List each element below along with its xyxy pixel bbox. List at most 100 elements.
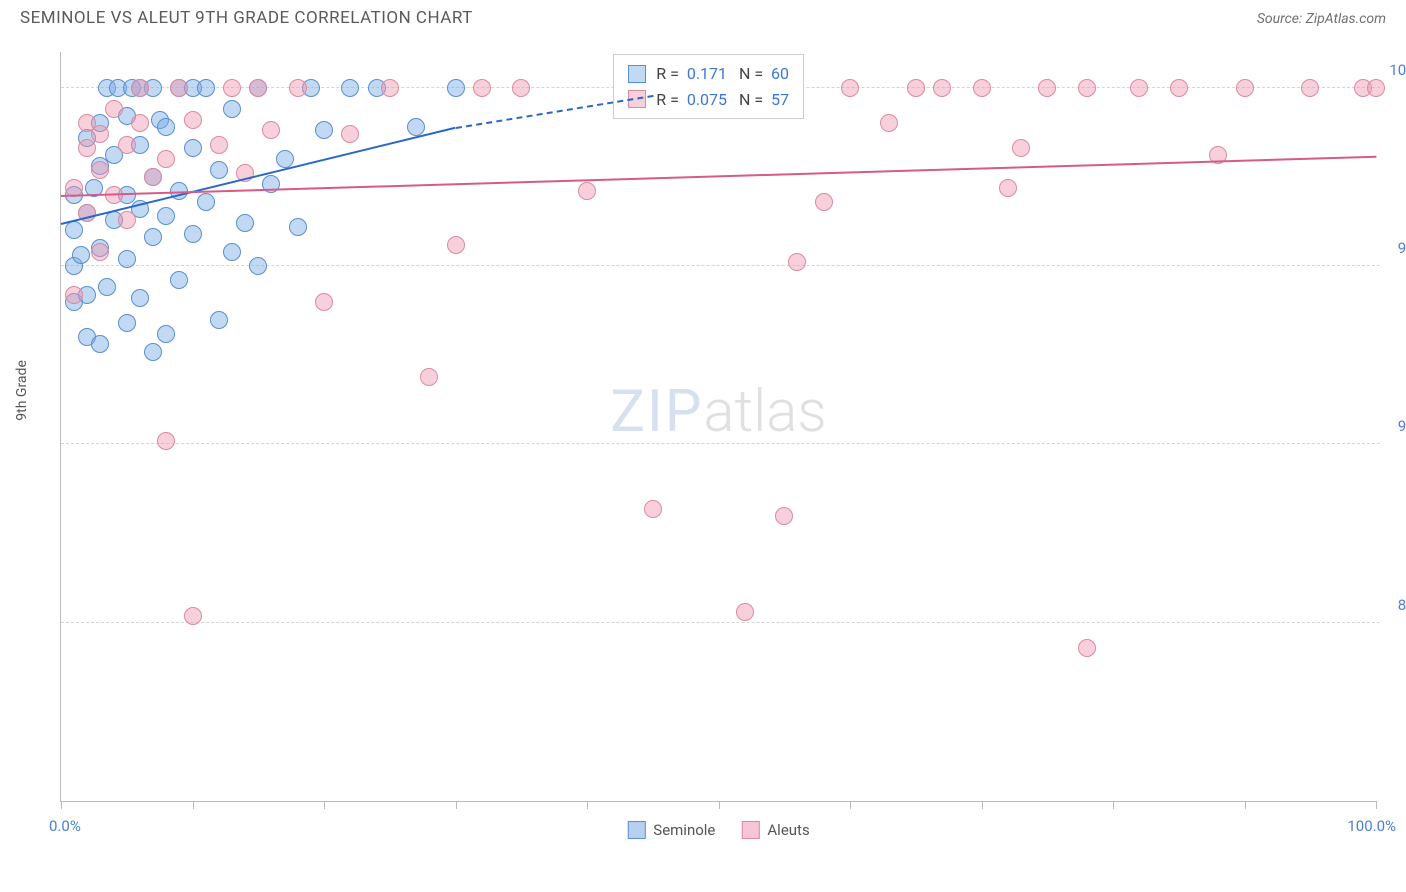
data-point	[223, 243, 241, 261]
header: SEMINOLE VS ALEUT 9TH GRADE CORRELATION …	[0, 0, 1406, 34]
data-point	[289, 218, 307, 236]
data-point	[184, 139, 202, 157]
legend-label: Seminole	[653, 821, 715, 839]
x-tick	[324, 801, 325, 809]
watermark: ZIPatlas	[610, 378, 826, 446]
x-tick	[193, 801, 194, 809]
y-tick-label: 95.0%	[1382, 239, 1406, 257]
x-tick-label: 0.0%	[49, 817, 81, 835]
legend-row: R = 0.171 N = 60	[628, 61, 789, 87]
data-point	[1130, 79, 1148, 97]
data-point	[118, 136, 136, 154]
data-point	[841, 79, 859, 97]
data-point	[223, 100, 241, 118]
data-point	[775, 507, 793, 525]
data-point	[512, 79, 530, 97]
data-point	[907, 79, 925, 97]
data-point	[65, 286, 83, 304]
data-point	[315, 121, 333, 139]
bottom-legend: Seminole Aleuts	[627, 821, 809, 839]
watermark-zip: ZIP	[610, 378, 703, 446]
data-point	[98, 278, 116, 296]
data-point	[1301, 79, 1319, 97]
data-point	[289, 79, 307, 97]
y-tick-label: 85.0%	[1382, 596, 1406, 614]
y-axis-label: 9th Grade	[14, 360, 30, 421]
legend-item: Seminole	[627, 821, 715, 839]
data-point	[407, 118, 425, 136]
legend-row: R = 0.075 N = 57	[628, 87, 789, 113]
gridline	[61, 622, 1380, 623]
watermark-atlas: atlas	[703, 378, 826, 446]
data-point	[473, 79, 491, 97]
data-point	[197, 79, 215, 97]
data-point	[131, 289, 149, 307]
data-point	[184, 225, 202, 243]
data-point	[341, 125, 359, 143]
data-point	[276, 150, 294, 168]
legend-swatch	[627, 821, 645, 839]
data-point	[91, 125, 109, 143]
legend-swatch	[628, 65, 646, 83]
data-point	[236, 214, 254, 232]
legend-label: Aleuts	[767, 821, 809, 839]
data-point	[144, 343, 162, 361]
data-point	[736, 603, 754, 621]
data-point	[815, 193, 833, 211]
data-point	[1367, 79, 1385, 97]
x-tick	[719, 801, 720, 809]
data-point	[210, 161, 228, 179]
data-point	[118, 211, 136, 229]
x-tick	[587, 801, 588, 809]
x-tick	[61, 801, 62, 809]
data-point	[91, 335, 109, 353]
data-point	[144, 228, 162, 246]
data-point	[249, 79, 267, 97]
x-tick	[456, 801, 457, 809]
data-point	[1170, 79, 1188, 97]
data-point	[381, 79, 399, 97]
chart-title: SEMINOLE VS ALEUT 9TH GRADE CORRELATION …	[20, 8, 473, 28]
data-point	[184, 607, 202, 625]
plot-area: ZIPatlas SeminoleAleuts 85.0%90.0%95.0%1…	[60, 52, 1376, 802]
data-point	[447, 236, 465, 254]
legend-text: R = 0.171 N = 60	[656, 61, 789, 87]
data-point	[1078, 79, 1096, 97]
gridline	[61, 443, 1380, 444]
data-point	[78, 139, 96, 157]
data-point	[788, 253, 806, 271]
data-point	[262, 121, 280, 139]
data-point	[157, 118, 175, 136]
data-point	[118, 314, 136, 332]
data-point	[1038, 79, 1056, 97]
data-point	[65, 221, 83, 239]
data-point	[1236, 79, 1254, 97]
data-point	[1078, 639, 1096, 657]
correlation-legend: R = 0.171 N = 60R = 0.075 N = 57	[613, 54, 804, 119]
x-tick	[1245, 801, 1246, 809]
data-point	[197, 193, 215, 211]
y-tick-label: 90.0%	[1382, 417, 1406, 435]
data-point	[157, 432, 175, 450]
data-point	[157, 150, 175, 168]
data-point	[184, 111, 202, 129]
data-point	[131, 114, 149, 132]
data-point	[72, 246, 90, 264]
data-point	[210, 311, 228, 329]
legend-swatch	[741, 821, 759, 839]
data-point	[999, 179, 1017, 197]
x-tick-label: 100.0%	[1347, 817, 1396, 835]
data-point	[973, 79, 991, 97]
data-point	[157, 325, 175, 343]
source-label: Source: ZipAtlas.com	[1257, 11, 1386, 27]
data-point	[157, 207, 175, 225]
data-point	[210, 136, 228, 154]
data-point	[131, 79, 149, 97]
data-point	[420, 368, 438, 386]
data-point	[880, 114, 898, 132]
data-point	[447, 79, 465, 97]
x-tick	[1376, 801, 1377, 809]
data-point	[170, 79, 188, 97]
data-point	[644, 500, 662, 518]
data-point	[144, 168, 162, 186]
